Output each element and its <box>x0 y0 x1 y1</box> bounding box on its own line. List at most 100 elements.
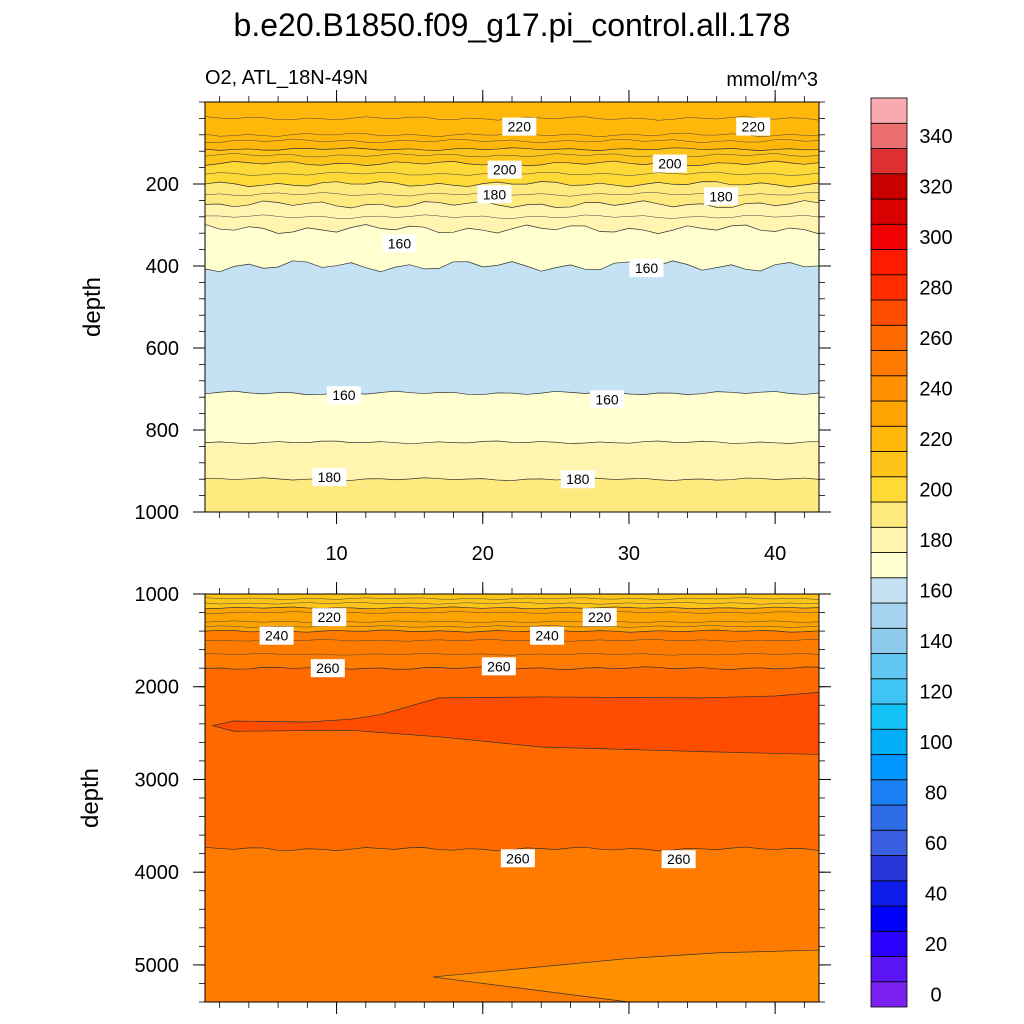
contour-label: 180 <box>566 471 590 487</box>
contour-line <box>204 639 820 642</box>
colorbar-swatch <box>870 375 908 402</box>
contour-band <box>205 260 819 395</box>
x-tick-label: 20 <box>472 543 494 565</box>
upper-panel: 200 400 600 800 1000 10 20 30 40 220 220 200 200 180… <box>79 90 831 565</box>
contour-line <box>204 653 820 656</box>
colorbar-swatch <box>870 476 908 503</box>
colorbar-tick-label: 40 <box>925 883 947 905</box>
contour-label: 240 <box>265 628 289 644</box>
colorbar-swatch <box>870 678 908 705</box>
colorbar-tick-label: 140 <box>919 631 952 653</box>
contour-band <box>205 181 819 208</box>
colorbar-swatch <box>870 779 908 806</box>
colorbar-swatch <box>870 627 908 654</box>
lower-y-axis-label: depth <box>77 768 104 828</box>
colorbar-swatch <box>870 173 908 200</box>
contour-band <box>205 606 819 633</box>
colorbar-swatch <box>870 754 908 781</box>
colorbar-swatch <box>870 350 908 377</box>
contour-label: 220 <box>588 609 612 625</box>
contour-label-box <box>500 849 535 868</box>
units-label: mmol/m^3 <box>726 69 818 91</box>
contour-band <box>205 200 819 234</box>
y-tick-label: 4000 <box>135 862 180 884</box>
colorbar-tick-label: 60 <box>925 833 947 855</box>
y-tick-label: 1000 <box>135 584 180 606</box>
contour-line <box>204 181 820 188</box>
upper-contour-labels: 220 220 200 200 180 180 160 160 160 160 180 180 <box>312 117 771 489</box>
contour-band <box>205 477 819 512</box>
contour-label: 220 <box>508 119 532 135</box>
colorbar-swatch <box>870 122 908 149</box>
contour-line <box>204 606 820 610</box>
contour-label: 160 <box>595 391 619 407</box>
colorbar-tick-label: 300 <box>919 227 952 249</box>
contour-label-box <box>560 470 595 489</box>
colorbar-swatch <box>870 198 908 225</box>
contour-label-box <box>481 657 516 676</box>
contour-label-box <box>477 185 512 204</box>
figure-title: b.e20.B1850.f09_g17.pi_control.all.178 <box>234 7 791 43</box>
contour-label: 200 <box>493 162 517 178</box>
contour-band <box>205 594 819 609</box>
contour-label: 260 <box>506 850 530 866</box>
colorbar-tick-label: 160 <box>919 580 952 602</box>
contour-label: 160 <box>635 260 659 276</box>
contour-label-box <box>530 626 565 645</box>
contour-line <box>204 620 820 623</box>
colorbar-tick-label: 200 <box>919 479 952 501</box>
colorbar-tick-label: 320 <box>919 176 952 198</box>
colorbar-swatch <box>870 855 908 882</box>
contour-line <box>204 440 820 445</box>
colorbar-swatch <box>870 501 908 528</box>
upper-contour-fill <box>205 102 819 512</box>
contour-label: 220 <box>318 609 342 625</box>
colorbar-swatch <box>870 577 908 604</box>
contour-label-box <box>629 259 664 278</box>
y-tick-label: 200 <box>146 174 179 196</box>
colorbar-tick-label: 280 <box>919 277 952 299</box>
contour-label-box <box>502 117 537 136</box>
colorbar-swatch <box>870 930 908 957</box>
contour-line <box>204 625 820 628</box>
x-tick-label: 30 <box>618 543 640 565</box>
contour-label-box <box>736 117 771 136</box>
contour-label: 180 <box>318 469 342 485</box>
y-tick-label: 1000 <box>135 502 180 524</box>
contour-label: 240 <box>535 628 559 644</box>
contour-label-box <box>326 386 361 405</box>
colorbar-tick-label: 80 <box>925 782 947 804</box>
colorbar-swatch <box>870 97 908 124</box>
contour-band <box>205 224 819 272</box>
colorbar-swatch <box>870 324 908 351</box>
contour-label-box <box>652 154 687 173</box>
contour-line <box>204 597 820 600</box>
colorbar-tick-label: 180 <box>919 530 952 552</box>
contour-label-box <box>661 850 696 869</box>
contour-label-box <box>590 390 625 409</box>
colorbar-swatch <box>870 981 908 1008</box>
contour-label-box <box>704 187 739 206</box>
contour-band <box>205 441 819 481</box>
colorbar-tick-label: 100 <box>919 732 952 754</box>
contour-band <box>205 666 819 851</box>
lower-contour-labels: 220 220 240 240 260 260 260 260 <box>259 608 696 869</box>
colorbar-tick-label: 220 <box>919 429 952 451</box>
colorbar-swatch <box>870 400 908 427</box>
colorbar-swatch <box>870 804 908 831</box>
contour-line <box>204 611 820 614</box>
y-tick-label: 600 <box>146 338 179 360</box>
contour-line <box>204 260 820 273</box>
y-tick-label: 5000 <box>135 955 180 977</box>
colorbar-swatch <box>870 249 908 276</box>
y-tick-label: 400 <box>146 256 179 278</box>
contour-label: 160 <box>388 235 412 251</box>
contour-band <box>205 391 819 444</box>
x-tick-label: 10 <box>325 543 347 565</box>
colorbar-swatch <box>870 451 908 478</box>
colorbar-swatch <box>870 602 908 629</box>
y-tick-label: 800 <box>146 420 179 442</box>
colorbar-swatch <box>870 905 908 932</box>
contour-region <box>212 691 820 755</box>
